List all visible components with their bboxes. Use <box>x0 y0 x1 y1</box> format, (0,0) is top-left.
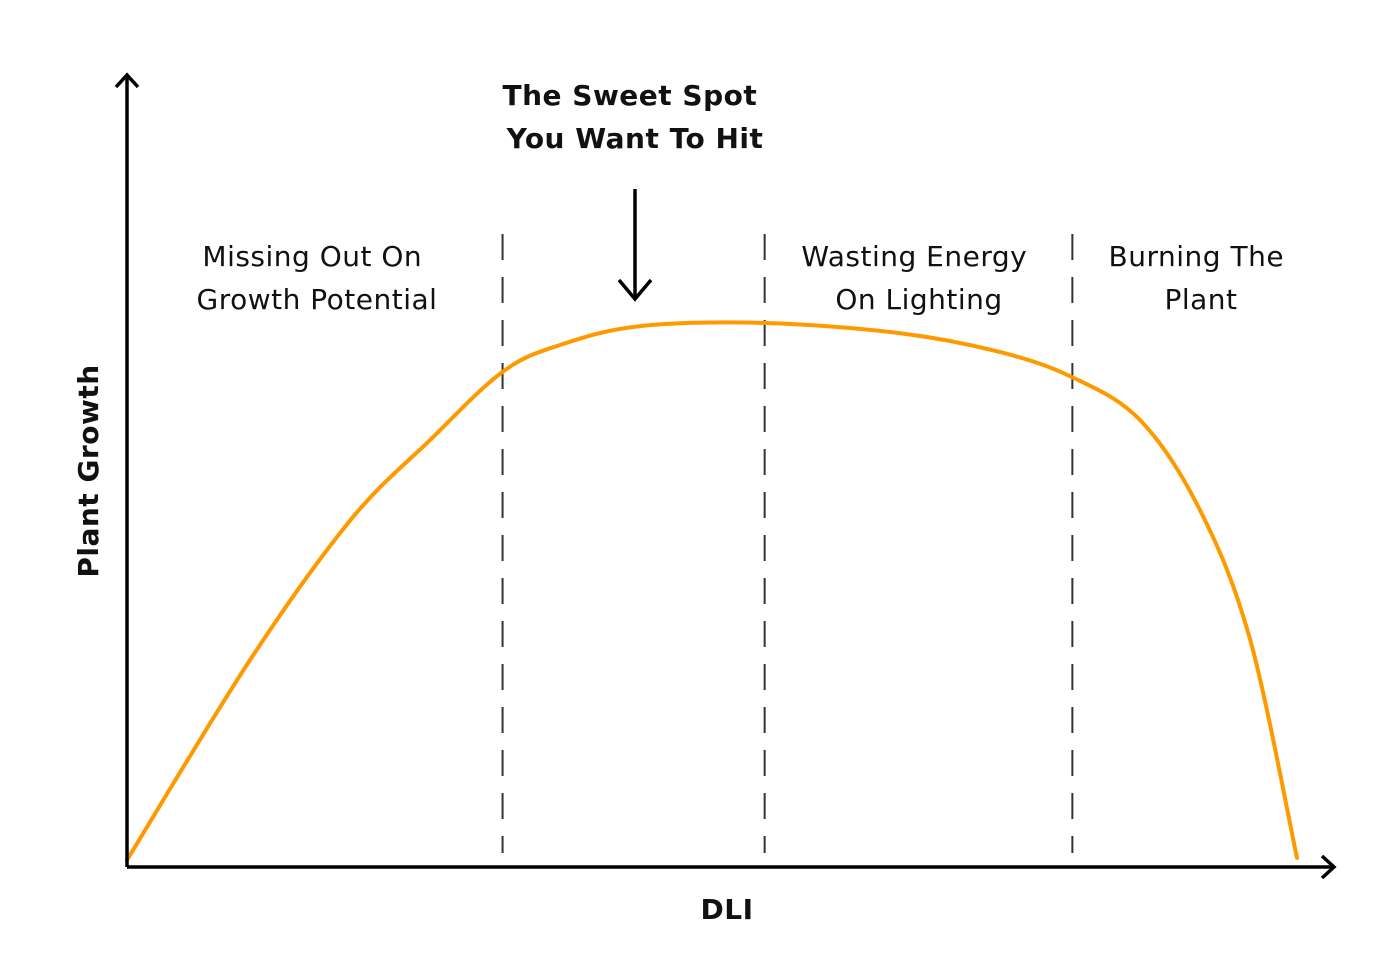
y-axis-label: Plant Growth <box>72 364 105 577</box>
sweet-spot-annotation: The Sweet Spot You Want To Hit <box>503 79 768 155</box>
y-axis <box>114 72 140 867</box>
x-axis-label: DLI <box>700 893 753 926</box>
y-axis-arrowhead <box>114 72 140 89</box>
zone-label-missing-out: Missing Out On Growth Potential <box>197 240 438 316</box>
growth-curve <box>125 320 1299 862</box>
x-axis <box>127 854 1337 880</box>
zone-label-wasting-energy: Wasting Energy On Lighting <box>801 240 1036 316</box>
x-axis-arrowhead <box>1320 854 1337 880</box>
zone-label-burning: Burning The Plant <box>1109 240 1294 316</box>
down-arrow-icon <box>617 189 653 302</box>
